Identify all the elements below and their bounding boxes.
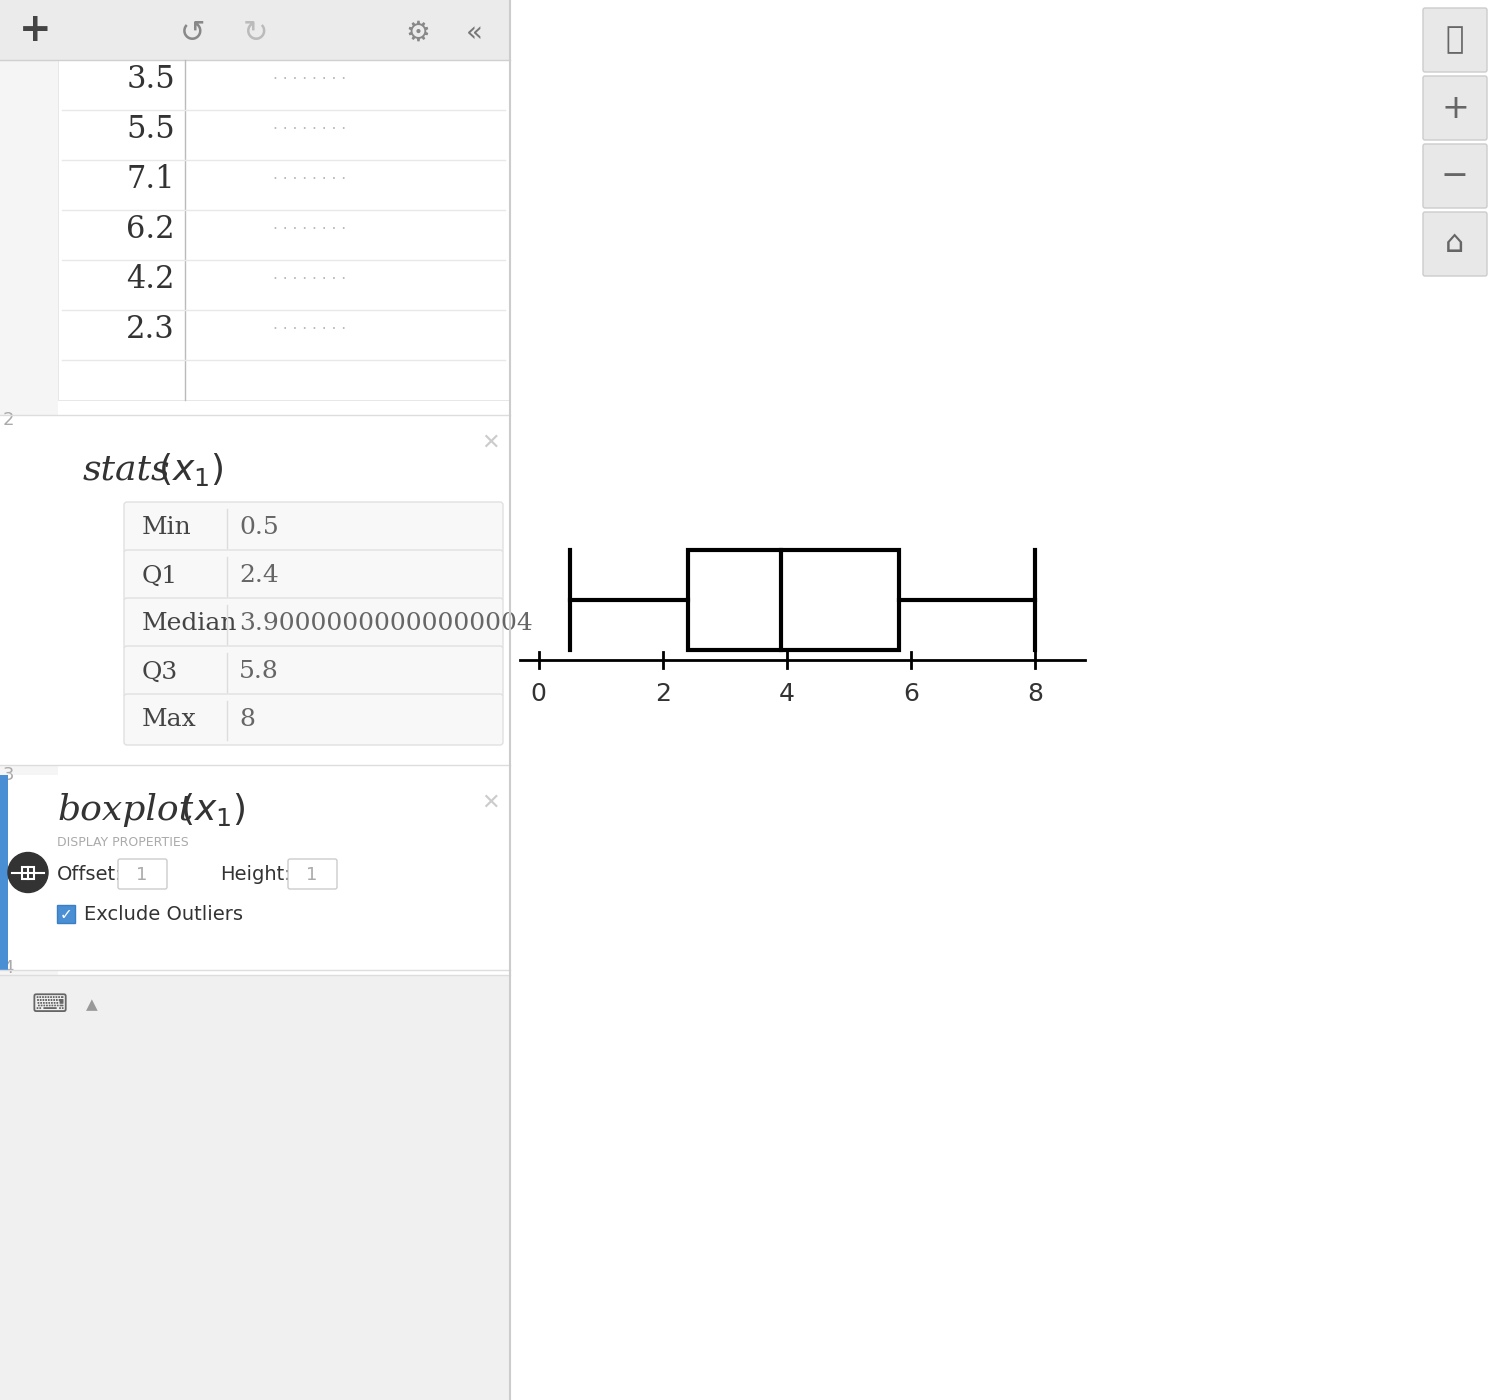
Bar — [0, 776, 7, 970]
Text: ⌂: ⌂ — [1445, 230, 1465, 259]
Text: ✓: ✓ — [60, 907, 73, 923]
Bar — [0, 974, 510, 1400]
Bar — [510, 0, 1490, 1400]
Text: DISPLAY PROPERTIES: DISPLAY PROPERTIES — [57, 836, 189, 850]
Text: +: + — [19, 11, 51, 49]
Text: Offset:: Offset: — [57, 865, 122, 885]
Text: $(x_1)$: $(x_1)$ — [180, 791, 246, 829]
FancyBboxPatch shape — [1423, 144, 1487, 209]
Text: $(x_1)$: $(x_1)$ — [158, 451, 224, 489]
Text: Median: Median — [142, 613, 237, 636]
Text: · · · · · · · ·: · · · · · · · · — [274, 172, 347, 188]
FancyBboxPatch shape — [1423, 211, 1487, 276]
Bar — [688, 550, 898, 650]
Text: 2.3: 2.3 — [127, 315, 174, 346]
Bar — [57, 904, 74, 923]
Text: · · · · · · · ·: · · · · · · · · — [274, 273, 347, 287]
Bar — [0, 414, 510, 764]
Text: 5.5: 5.5 — [127, 115, 174, 146]
Text: 3.5: 3.5 — [127, 64, 174, 95]
Text: 3: 3 — [3, 766, 13, 784]
Text: 2: 2 — [3, 412, 13, 428]
Text: −: − — [1441, 160, 1469, 192]
Text: ↺: ↺ — [180, 18, 206, 48]
Text: · · · · · · · ·: · · · · · · · · — [274, 123, 347, 137]
Text: ✕: ✕ — [481, 792, 499, 813]
Text: 0.5: 0.5 — [238, 517, 279, 539]
Text: 4: 4 — [3, 959, 13, 977]
FancyBboxPatch shape — [124, 645, 504, 697]
Text: ↻: ↻ — [243, 18, 268, 48]
Text: Q3: Q3 — [142, 661, 179, 683]
Bar — [0, 776, 510, 970]
Bar — [22, 867, 34, 879]
Text: ✕: ✕ — [481, 433, 499, 454]
Text: +: + — [1441, 91, 1469, 125]
Text: Max: Max — [142, 708, 197, 731]
Text: 4: 4 — [779, 682, 796, 706]
FancyBboxPatch shape — [124, 550, 504, 601]
Text: 1: 1 — [307, 867, 317, 883]
Text: 7.1: 7.1 — [127, 165, 174, 196]
Text: 🔧: 🔧 — [1445, 25, 1465, 55]
FancyBboxPatch shape — [118, 860, 167, 889]
Text: 5.8: 5.8 — [238, 661, 279, 683]
Text: boxplot: boxplot — [57, 792, 194, 827]
Text: Q1: Q1 — [142, 564, 179, 588]
Text: stats: stats — [83, 454, 170, 487]
Text: «: « — [465, 20, 483, 48]
Bar — [0, 0, 510, 60]
Text: 2.4: 2.4 — [238, 564, 279, 588]
Text: ▲: ▲ — [86, 997, 98, 1012]
FancyBboxPatch shape — [124, 598, 504, 650]
Circle shape — [7, 853, 48, 893]
Bar — [58, 60, 510, 1400]
FancyBboxPatch shape — [288, 860, 337, 889]
Text: 1: 1 — [136, 867, 148, 883]
Text: 8: 8 — [1027, 682, 1043, 706]
Text: Min: Min — [142, 517, 192, 539]
Bar — [0, 0, 510, 1400]
Text: · · · · · · · ·: · · · · · · · · — [274, 223, 347, 238]
Text: Height:: Height: — [221, 865, 291, 885]
Text: · · · · · · · ·: · · · · · · · · — [274, 73, 347, 87]
Bar — [58, 60, 510, 400]
Text: 3.90000000000000004: 3.90000000000000004 — [238, 613, 533, 636]
Text: · · · · · · · ·: · · · · · · · · — [274, 322, 347, 337]
Text: 6.2: 6.2 — [127, 214, 174, 245]
FancyBboxPatch shape — [1423, 76, 1487, 140]
FancyBboxPatch shape — [124, 694, 504, 745]
FancyBboxPatch shape — [124, 503, 504, 553]
Text: ⌨: ⌨ — [31, 993, 69, 1016]
Text: ⚙: ⚙ — [405, 20, 431, 48]
Text: 0: 0 — [530, 682, 547, 706]
Text: 2: 2 — [654, 682, 670, 706]
Text: 4.2: 4.2 — [127, 265, 174, 295]
Text: 8: 8 — [238, 708, 255, 731]
Text: Exclude Outliers: Exclude Outliers — [83, 906, 243, 924]
FancyBboxPatch shape — [1423, 8, 1487, 71]
Text: 6: 6 — [903, 682, 919, 706]
